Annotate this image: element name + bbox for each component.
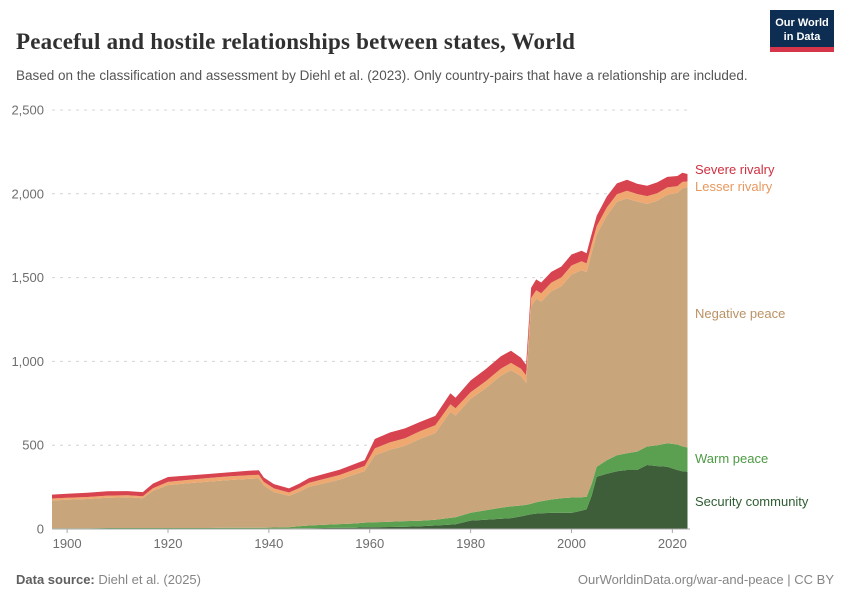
owid-url: OurWorldinData.org/war-and-peace (577, 571, 784, 587)
owid-logo-red-bar (770, 47, 834, 52)
data-source-value: Diehl et al. (2025) (98, 571, 201, 587)
x-tick-label-1940: 1940 (254, 536, 283, 551)
series-label-warm-peace: Warm peace (695, 451, 769, 466)
chart-subtitle: Based on the classification and assessme… (16, 67, 748, 83)
area-warm-peace (52, 443, 688, 529)
data-source-label: Data source: (16, 571, 95, 587)
series-label-negative-peace: Negative peace (695, 306, 786, 321)
x-tick-label-1920: 1920 (154, 536, 183, 551)
data-source: Data source: Diehl et al. (2025) (16, 572, 201, 587)
series-label-lesser-rivalry: Lesser rivalry (695, 179, 773, 194)
x-tick-label-2020: 2020 (658, 536, 687, 551)
y-tick-label-1000: 1,000 (11, 354, 44, 369)
y-tick-label-1500: 1,500 (11, 270, 44, 285)
owid-logo-line2: in Data (783, 31, 821, 43)
y-tick-label-500: 500 (22, 438, 44, 453)
footer-credits: OurWorldinData.org/war-and-peace | CC BY (578, 572, 834, 587)
y-tick-label-0: 0 (37, 522, 44, 537)
x-tick-label-2000: 2000 (557, 536, 586, 551)
owid-logo: Our World in Data (770, 10, 834, 52)
credit-separator: | (787, 571, 791, 587)
y-tick-label-2000: 2,000 (11, 186, 44, 201)
license-badge: CC BY (794, 571, 834, 587)
series-label-severe-rivalry: Severe rivalry (695, 162, 775, 177)
page-title: Peaceful and hostile relationships betwe… (16, 29, 576, 55)
x-tick-label-1900: 1900 (53, 536, 82, 551)
chart-footer: Data source: Diehl et al. (2025) OurWorl… (16, 570, 834, 588)
owid-logo-line1: Our World (775, 17, 829, 30)
series-label-security-community: Security community (695, 494, 809, 509)
x-tick-label-1960: 1960 (355, 536, 384, 551)
y-tick-label-2500: 2,500 (11, 103, 44, 118)
area-security-community (52, 465, 688, 529)
x-tick-label-1980: 1980 (456, 536, 485, 551)
area-negative-peace (52, 187, 688, 529)
